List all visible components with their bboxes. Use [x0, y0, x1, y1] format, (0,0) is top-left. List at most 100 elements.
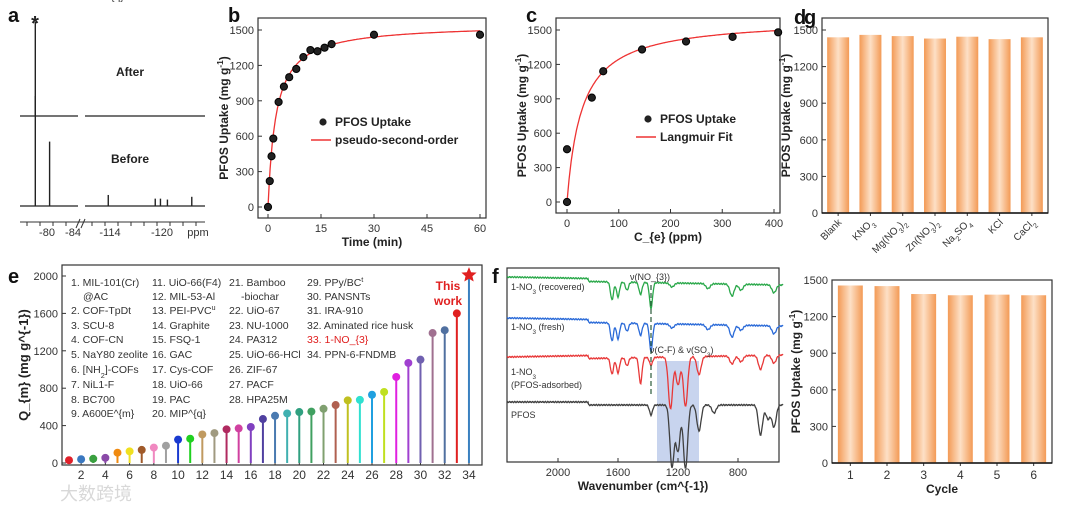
panel-e-x-tick-label: 2 [78, 468, 85, 482]
panel-b-legend-data: PFOS Uptake [335, 115, 411, 129]
lollipop-head [331, 401, 340, 410]
panel-e-y-tick-label: 2000 [34, 271, 58, 283]
panel-b-x-tick-label: 0 [265, 223, 271, 235]
legend-item: 13. PEI-PVCu [152, 303, 216, 318]
legend-item: 14. Graphite [152, 320, 210, 332]
lollipop-head [319, 404, 328, 413]
legend-item: 33. 1-NO_{3} [307, 334, 369, 346]
panel-e-x-tick-label: 4 [102, 468, 109, 482]
panel-c-y-tick-label: 1200 [528, 59, 552, 71]
lollipop-head [101, 453, 110, 462]
nitrate-annotation: ν(NO_{3}) [630, 272, 670, 282]
legend-item: 4. COF-CN [71, 334, 124, 346]
panel-b-data-point [299, 53, 308, 62]
panel-c-x-tick-label: 300 [713, 218, 731, 230]
panel-c-data-point [681, 37, 691, 46]
legend-item: 8. BC700 [71, 394, 115, 406]
lollipop-head [113, 448, 122, 457]
lollipop-head [89, 454, 98, 463]
panel-e-y-tick-label: 1200 [34, 346, 58, 358]
panel-g-bar [947, 295, 973, 463]
lollipop-head [295, 408, 304, 417]
panel-f-x-tick-label: 1200 [666, 467, 690, 479]
panel-d-bar [859, 34, 882, 213]
panel-g-category-label: 6 [1030, 468, 1037, 482]
lollipop-head [258, 415, 267, 424]
after-spectrum [20, 96, 205, 117]
panel-b-y-tick-label: 600 [236, 131, 254, 143]
panel-g-bar [1021, 295, 1047, 463]
panel-b-data-point [313, 47, 322, 56]
panel-b-data-point [269, 134, 278, 143]
panel-d-category-label: Na2SO4 [941, 217, 975, 251]
legend-item: 18. UiO-66 [152, 379, 203, 391]
panel-c-x-label: C_{e} (ppm) [634, 230, 702, 244]
panel-d-bar [891, 36, 914, 213]
this-work-annotation: This [436, 279, 461, 293]
axis-break-mark [75, 218, 86, 229]
peak-star-marker: * [31, 13, 39, 35]
panel-d-y-tick-label: 1500 [794, 25, 818, 37]
lollipop-head [222, 425, 231, 434]
panel-e-x-tick-label: 10 [171, 468, 185, 482]
panel-label-e: e [8, 266, 19, 288]
panel-f-frame [506, 267, 780, 463]
watermark: 大数跨境 [60, 484, 132, 504]
panel-e-x-tick-label: 6 [126, 468, 133, 482]
panel-e-x-tick-label: 20 [293, 468, 307, 482]
panel-e-y-tick-label: 0 [52, 458, 58, 470]
panel-d-category-label: CaCl2 [1012, 217, 1040, 245]
ir-spectrum [506, 400, 784, 469]
panel-b-data-point [274, 97, 283, 107]
panel-b-data-point [327, 40, 336, 49]
panel-e-y-label: Q_{m} (mg g^{-1}) [16, 309, 31, 421]
lollipop-head [380, 387, 389, 396]
panel-b-data-point [285, 73, 294, 82]
lollipop-head [234, 424, 243, 433]
star-marker-this-work [461, 267, 477, 282]
panel-e-x-tick-label: 24 [341, 468, 355, 482]
legend-item: 3. SCU-8 [71, 320, 114, 332]
panel-g-category-label: 1 [847, 468, 854, 482]
spectrum-label: 1-NO3 [511, 367, 537, 381]
panel-d-bar [956, 36, 979, 214]
ppm-tick-label: -120 [151, 227, 173, 239]
panel-g-bar [984, 294, 1010, 463]
panel-c-x-tick-label: 100 [610, 218, 628, 230]
panel-c-data-point [728, 32, 737, 41]
panel-c-legend-fit: Langmuir Fit [660, 130, 733, 144]
legend-item: 5. NaY80 zeolite [71, 349, 148, 361]
legend-item: 32. Aminated rice husk [307, 320, 414, 332]
panel-b-data-point [279, 82, 288, 91]
panel-c-data-point [587, 93, 596, 102]
legend-item: 31. IRA-910 [307, 305, 363, 317]
lollipop-head [77, 455, 86, 464]
panel-d-category-label: Blank [819, 217, 845, 243]
legend-item: 12. MIL-53-Al [152, 291, 215, 303]
panel-e-x-tick-label: 16 [244, 468, 258, 482]
panel-c-data-point [637, 45, 647, 54]
lollipop-head [65, 456, 73, 465]
panel-g-y-label: PFOS Uptake (mg g-1) [787, 310, 803, 433]
panel-c-y-tick-label: 300 [534, 163, 552, 175]
lollipop-head [440, 326, 449, 335]
panel-g-y-tick-label: 900 [810, 348, 828, 360]
ppm-tick-label: -114 [99, 227, 120, 239]
legend-item: 11. UiO-66(F4) [152, 277, 221, 289]
lollipop-head [368, 390, 376, 399]
panel-g-category-label: 2 [884, 468, 891, 482]
lollipop-head [137, 445, 146, 454]
panel-c-y-tick-label: 0 [546, 197, 552, 209]
legend-item: 25. UiO-66-HCl [229, 349, 301, 361]
panel-e-x-tick-label: 26 [365, 468, 379, 482]
panel-b-y-tick-label: 1500 [230, 25, 254, 37]
panel-c-y-label: PFOS Uptake (mg g-1) [513, 54, 529, 177]
panel-c-y-tick-label: 900 [534, 94, 552, 106]
panel-b-x-label: Time (min) [342, 235, 402, 249]
legend-item: 17. Cys-COF [152, 364, 213, 376]
panel-d-bar [988, 39, 1011, 214]
panel-c-frame [555, 17, 781, 214]
legend-item: 6. [NH2]-COFs [71, 364, 139, 380]
